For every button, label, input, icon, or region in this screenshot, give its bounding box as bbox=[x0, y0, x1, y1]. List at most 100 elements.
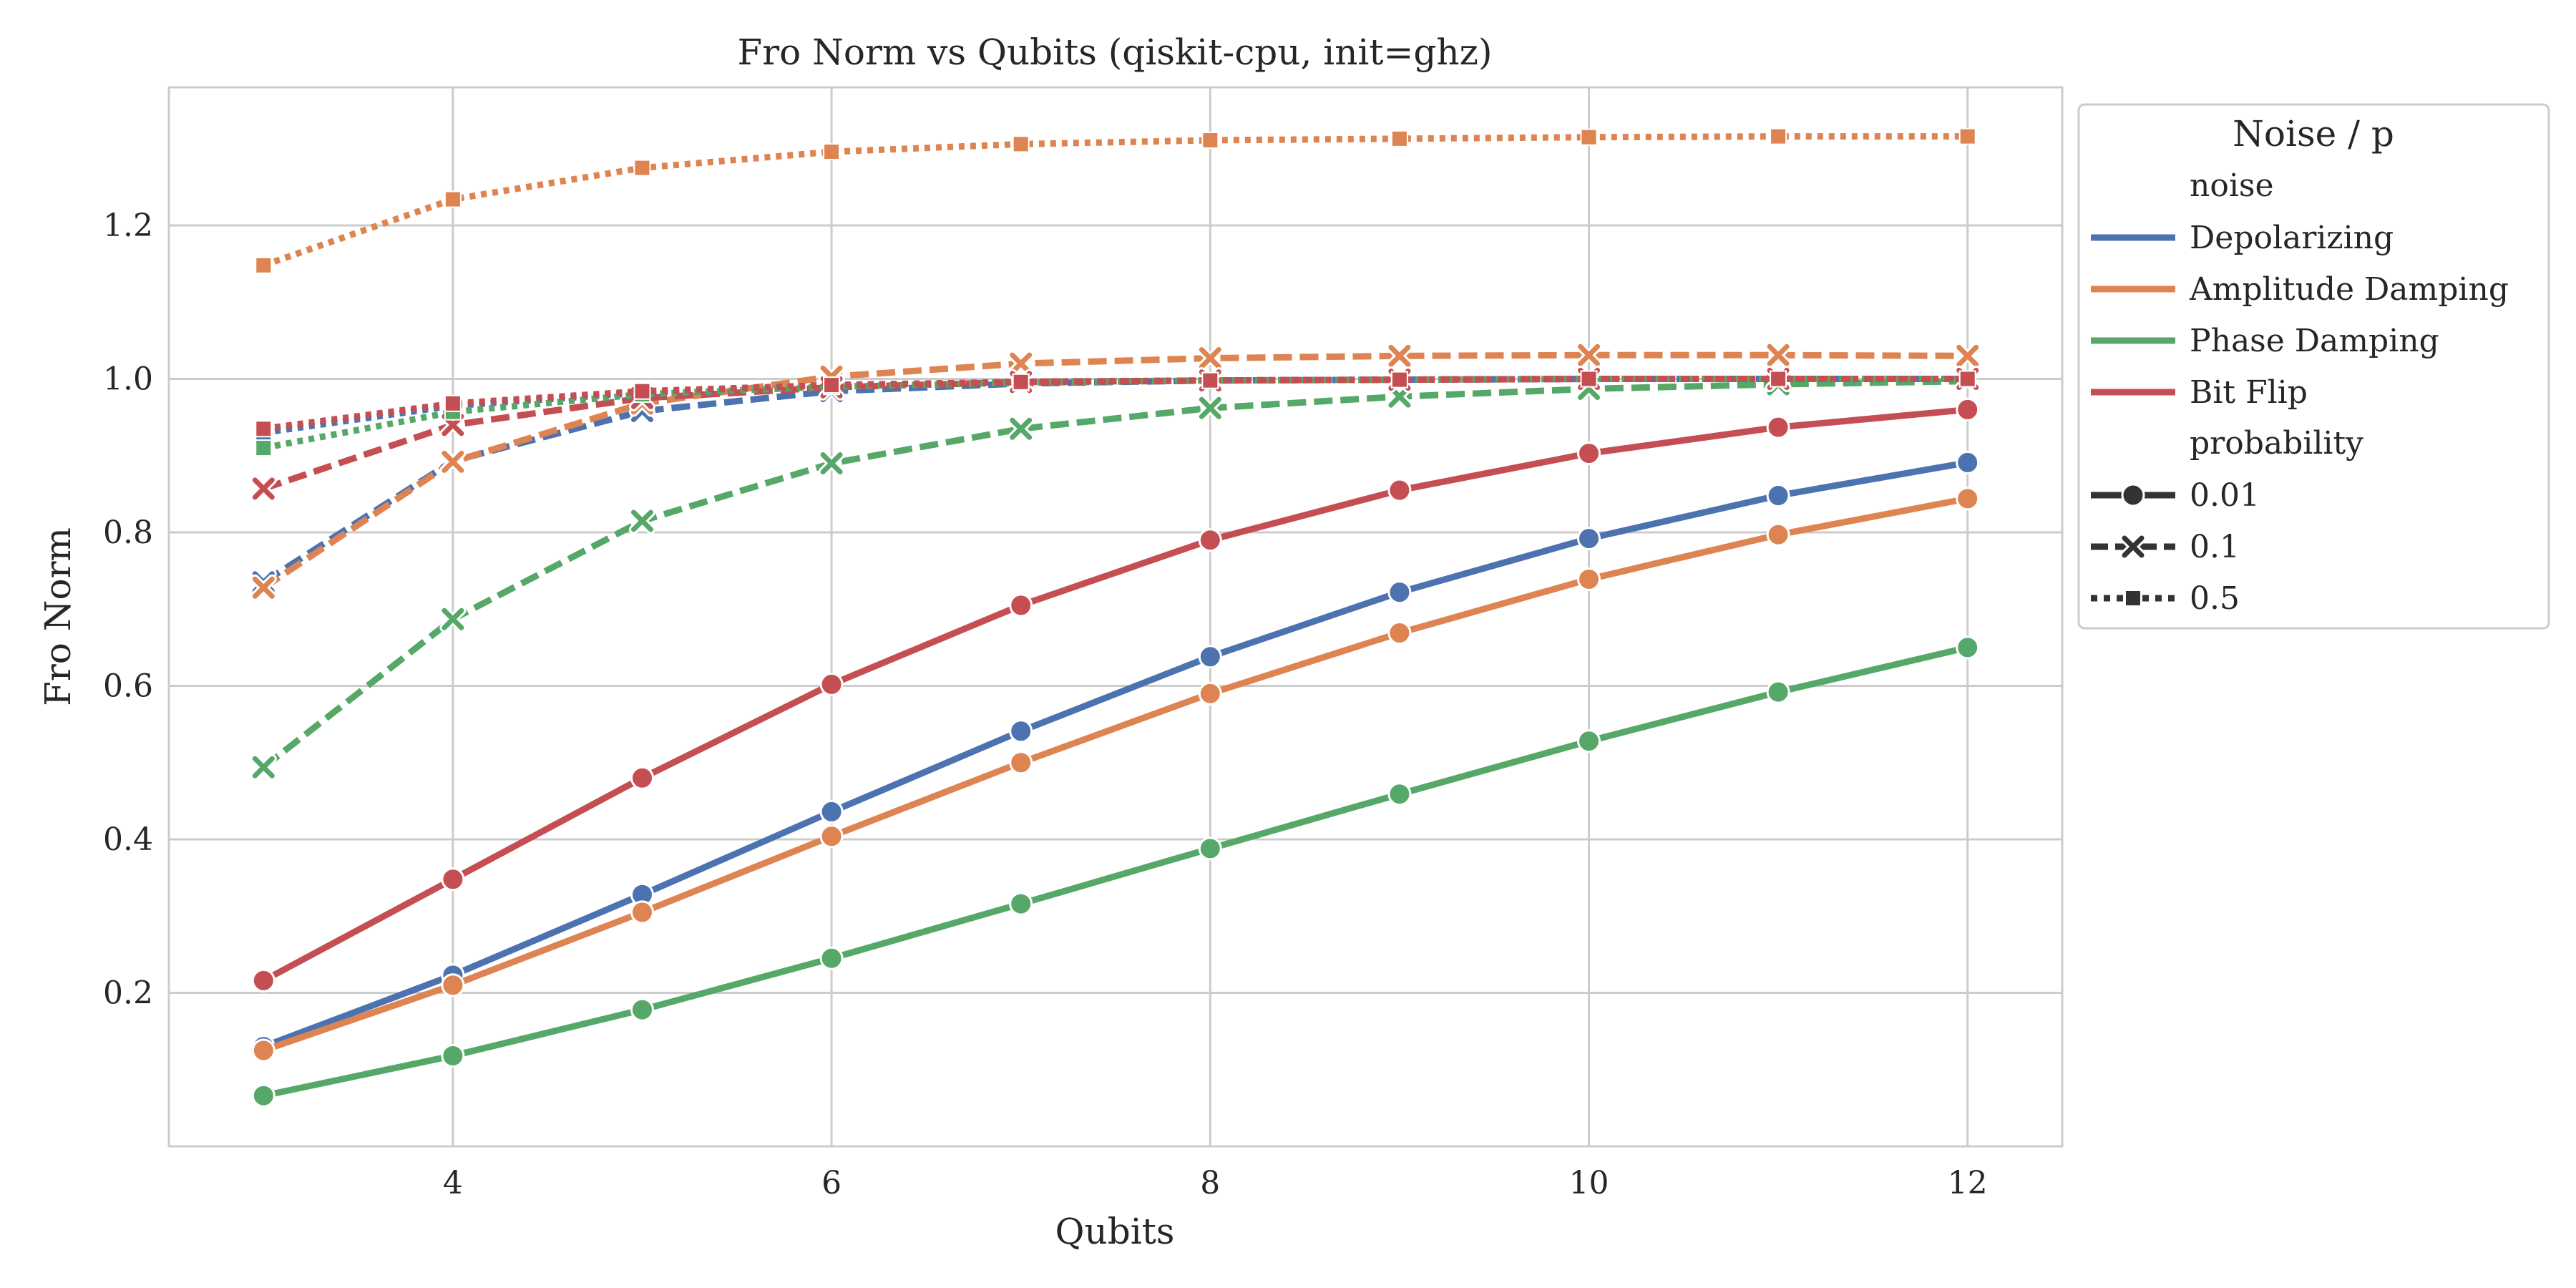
x-axis-label: Qubits bbox=[1055, 1211, 1175, 1252]
data-point bbox=[823, 376, 841, 394]
data-point bbox=[441, 1043, 465, 1068]
plot-frame bbox=[167, 86, 2064, 1148]
series-line bbox=[261, 351, 1968, 590]
legend-label: Amplitude Damping bbox=[2189, 271, 2509, 308]
data-point bbox=[1766, 680, 1790, 704]
data-point bbox=[1770, 370, 1787, 388]
data-point bbox=[1958, 370, 1976, 388]
data-point bbox=[818, 450, 845, 477]
data-point bbox=[1770, 127, 1787, 145]
data-point bbox=[633, 382, 651, 400]
x-tick-label: 8 bbox=[1200, 1165, 1220, 1201]
y-tick-label: 0.8 bbox=[103, 514, 153, 551]
data-point bbox=[1201, 371, 1219, 389]
series-bit-flip-p05 bbox=[255, 370, 1976, 438]
data-point bbox=[1012, 373, 1030, 391]
plot-area: 4 6 8 10 12 0.2 0.4 0.6 0.8 1.0 1.2 bbox=[103, 86, 2064, 1201]
data-point bbox=[1577, 567, 1601, 591]
legend-hue-header: noise bbox=[2190, 167, 2274, 204]
series-phase-damping-p001 bbox=[251, 635, 1980, 1108]
series-line bbox=[263, 376, 1968, 432]
series-amplitude-damping-p001 bbox=[251, 487, 1980, 1063]
data-point bbox=[1387, 580, 1412, 605]
data-point bbox=[630, 900, 654, 924]
data-point bbox=[1196, 394, 1224, 421]
data-point bbox=[633, 159, 651, 177]
data-point bbox=[1577, 441, 1601, 466]
legend-label: Depolarizing bbox=[2190, 220, 2394, 256]
data-point bbox=[819, 799, 844, 824]
data-point bbox=[1387, 782, 1412, 806]
series-amplitude-damping-p05 bbox=[255, 127, 1976, 274]
data-point bbox=[1009, 593, 1033, 618]
data-point bbox=[441, 973, 465, 997]
legend-item: 0.5 bbox=[2091, 580, 2240, 617]
data-point bbox=[1958, 127, 1976, 145]
series-line bbox=[261, 378, 1968, 770]
y-axis-label: Fro Norm bbox=[37, 527, 79, 706]
legend-title: Noise / p bbox=[2233, 113, 2394, 155]
legend-box bbox=[2077, 103, 2550, 630]
series-line bbox=[262, 495, 1968, 1054]
legend: Noise / p noise probability Depolarizing… bbox=[2077, 103, 2550, 630]
axis-ticks: 4 6 8 10 12 0.2 0.4 0.6 0.8 1.0 1.2 bbox=[103, 208, 1988, 1201]
legend-style-header: probability bbox=[2190, 425, 2363, 462]
legend-item: Phase Damping bbox=[2091, 323, 2439, 359]
data-point bbox=[629, 507, 655, 535]
legend-item: 0.1 bbox=[2091, 529, 2240, 565]
x-tick-label: 10 bbox=[1569, 1165, 1609, 1201]
data-point bbox=[1576, 341, 1602, 369]
data-point bbox=[250, 475, 277, 502]
data-point bbox=[1387, 621, 1412, 645]
data-point bbox=[1766, 484, 1790, 508]
data-point bbox=[1386, 342, 1413, 369]
data-point bbox=[251, 968, 275, 992]
data-point bbox=[1198, 528, 1222, 552]
series-line bbox=[263, 644, 1968, 1099]
y-tick-label: 0.4 bbox=[103, 821, 153, 858]
series-layer bbox=[250, 127, 1981, 1108]
data-point bbox=[1766, 415, 1790, 439]
series-bit-flip-p001 bbox=[251, 397, 1980, 992]
data-point bbox=[439, 605, 467, 633]
series-line bbox=[262, 406, 1968, 984]
data-point bbox=[250, 574, 277, 601]
data-point bbox=[255, 420, 273, 438]
legend-item: Depolarizing bbox=[2091, 220, 2394, 256]
series-depolarizing-p001 bbox=[251, 450, 1980, 1059]
data-point bbox=[630, 766, 654, 790]
data-point bbox=[1009, 892, 1033, 916]
data-point bbox=[1580, 370, 1598, 388]
legend-label: 0.01 bbox=[2190, 477, 2260, 514]
legend-item: 0.01 bbox=[2091, 477, 2260, 514]
data-point bbox=[819, 824, 844, 849]
data-point bbox=[1577, 729, 1601, 753]
data-point bbox=[1580, 128, 1598, 146]
data-point bbox=[1954, 342, 1981, 369]
data-point bbox=[819, 672, 844, 696]
data-point bbox=[1008, 350, 1035, 377]
legend-marker bbox=[2121, 483, 2145, 507]
data-point bbox=[444, 190, 462, 208]
y-tick-label: 0.6 bbox=[103, 668, 153, 705]
data-point bbox=[1390, 371, 1408, 389]
data-point bbox=[1008, 415, 1035, 442]
data-point bbox=[1012, 135, 1030, 153]
data-point bbox=[1198, 645, 1222, 669]
legend-marker bbox=[2124, 590, 2142, 607]
y-tick-label: 0.2 bbox=[103, 975, 153, 1012]
data-point bbox=[630, 997, 654, 1022]
y-tick-label: 1.2 bbox=[103, 208, 153, 244]
legend-marker bbox=[2119, 533, 2147, 560]
data-point bbox=[1956, 450, 1980, 474]
data-point bbox=[441, 867, 465, 892]
legend-label: Phase Damping bbox=[2190, 323, 2439, 359]
data-point bbox=[1956, 487, 1980, 511]
data-point bbox=[1009, 719, 1033, 743]
data-point bbox=[444, 394, 462, 412]
data-point bbox=[1387, 478, 1412, 502]
data-point bbox=[439, 448, 467, 475]
data-point bbox=[250, 753, 277, 781]
legend-item: Bit Flip bbox=[2091, 374, 2308, 411]
legend-label: 0.5 bbox=[2190, 580, 2240, 617]
